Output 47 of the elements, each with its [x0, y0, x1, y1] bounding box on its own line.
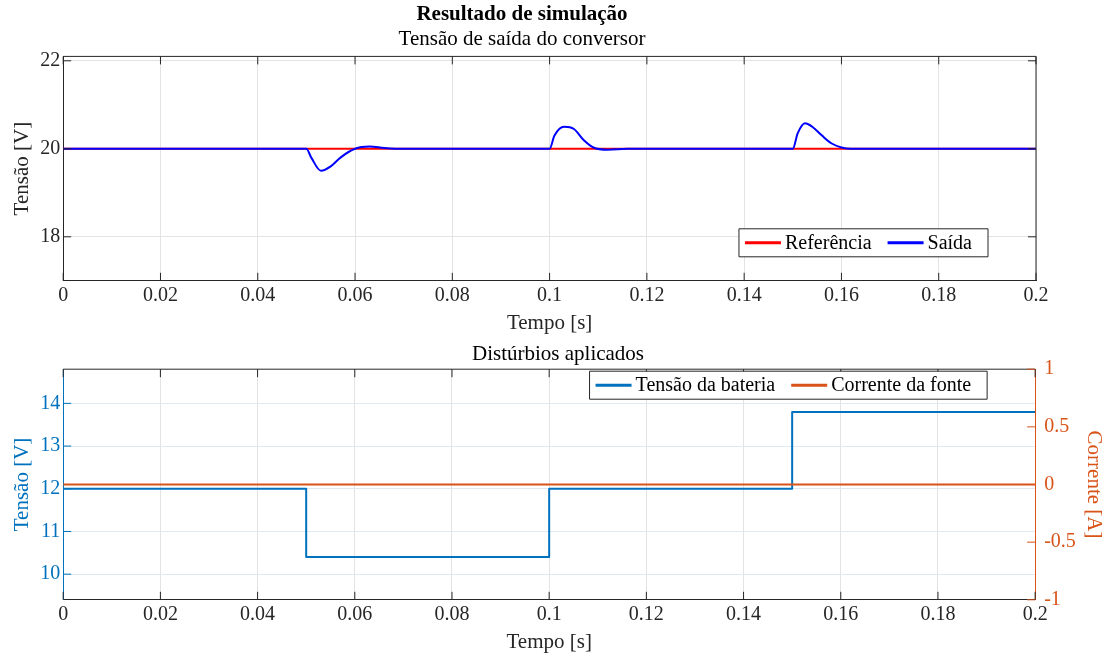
y-tick-label: 11: [40, 518, 61, 541]
y-tick-label: 13: [40, 433, 61, 456]
chart-subtitle: Tensão de saída do conversor: [398, 26, 646, 51]
y-axis-title: Tensão [V]: [9, 437, 34, 532]
x-tick-label: 0.16: [823, 602, 859, 625]
x-tick-label: 0.08: [434, 602, 470, 625]
x-tick-label: 0.2: [1023, 283, 1049, 306]
x-tick-label: 0.04: [240, 283, 276, 306]
x-axis-title: Tempo [s]: [506, 309, 593, 334]
y-tick-label: 12: [40, 476, 61, 499]
chart-title: Resultado de simulação: [416, 1, 628, 26]
y2-tick-label: 0.5: [1044, 414, 1070, 437]
y2-tick-label: -0.5: [1044, 529, 1076, 552]
x-tick-label: 0.1: [537, 283, 563, 306]
y-tick-label: 10: [40, 561, 61, 584]
x-tick-label: 0.02: [142, 602, 178, 625]
x-tick-label: 0.14: [726, 283, 762, 306]
x-tick-label: 0.1: [536, 602, 562, 625]
y-tick-label: 18: [40, 224, 61, 247]
x-tick-label: 0.02: [142, 283, 178, 306]
x-tick-label: 0.12: [628, 602, 664, 625]
x-tick-label: 0.04: [240, 602, 276, 625]
legend-label: Corrente da fonte: [831, 373, 972, 396]
x-tick-label: 0.06: [337, 283, 373, 306]
x-tick-label: 0.06: [337, 602, 373, 625]
x-tick-label: 0.16: [823, 283, 859, 306]
y2-tick-label: 1: [1044, 356, 1055, 379]
x-tick-label: 0.18: [921, 283, 957, 306]
line-series: [63, 122, 1036, 172]
x-tick-label: 0.12: [629, 283, 665, 306]
y-tick-label: 20: [40, 136, 61, 159]
y-tick-label: 22: [40, 48, 61, 71]
legend-label: Referência: [784, 231, 872, 254]
legend-label: Saída: [927, 231, 973, 254]
y-axis-title: Tensão [V]: [9, 121, 34, 216]
x-tick-label: 0.14: [726, 602, 762, 625]
x-axis-title: Tempo [s]: [506, 628, 592, 653]
x-tick-label: 0.08: [434, 283, 470, 306]
x-tick-label: 0: [58, 602, 69, 625]
x-tick-label: 0.18: [920, 602, 956, 625]
x-tick-label: 0.2: [1022, 602, 1048, 625]
y2-axis-title: Corrente [A]: [1082, 430, 1107, 539]
x-tick-label: 0: [58, 283, 69, 306]
y2-tick-label: 0: [1044, 471, 1055, 494]
legend-label: Tensão da bateria: [635, 373, 776, 396]
chart-title: Distúrbios aplicados: [471, 341, 645, 366]
y-tick-label: 14: [40, 390, 61, 413]
